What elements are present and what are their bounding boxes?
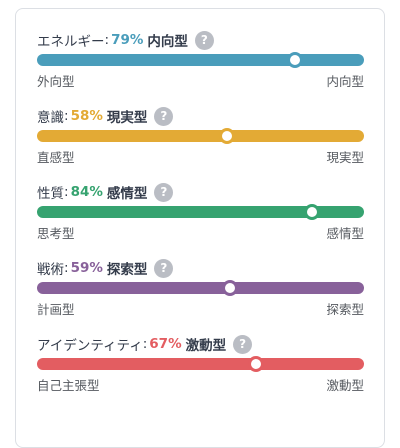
right-pole-label: 探索型 xyxy=(326,302,364,317)
right-pole-label: 内向型 xyxy=(326,74,364,89)
trait-title: エネルギー: 79% 内向型 ? xyxy=(37,29,214,51)
help-icon[interactable]: ? xyxy=(154,258,174,278)
trait-poles: 外向型 内向型 xyxy=(37,71,364,90)
trait-bar xyxy=(37,52,364,68)
trait-marker xyxy=(248,356,265,372)
trait-bar xyxy=(37,204,364,220)
trait-bar xyxy=(37,128,364,144)
trait-title: 戦術: 59% 探索型 ? xyxy=(37,257,174,279)
trait-separator: : xyxy=(64,108,69,124)
trait-percent: 58% xyxy=(70,108,103,124)
trait-type: 激動型 xyxy=(185,338,227,354)
trait-type: 感情型 xyxy=(106,186,148,202)
trait-poles: 計画型 探索型 xyxy=(37,299,364,318)
right-pole-label: 激動型 xyxy=(326,378,364,393)
help-icon[interactable]: ? xyxy=(194,30,214,50)
left-pole-label: 直感型 xyxy=(37,150,75,165)
help-icon[interactable]: ? xyxy=(233,334,253,354)
trait-name: 意識 xyxy=(37,110,64,126)
trait-bar xyxy=(37,280,364,296)
trait-separator: : xyxy=(142,336,148,352)
trait-title: アイデンティティ: 67% 激動型 ? xyxy=(37,333,253,355)
trait-percent: 79% xyxy=(111,32,144,48)
help-icon[interactable]: ? xyxy=(154,182,174,202)
trait-percent: 67% xyxy=(149,336,182,352)
trait-name: エネルギー xyxy=(37,34,105,50)
trait-title: 意識: 58% 現実型 ? xyxy=(37,105,174,127)
trait-marker xyxy=(287,52,304,68)
trait-percent: 84% xyxy=(70,184,103,200)
personality-traits-card: エネルギー: 79% 内向型 ? 外向型 内向型 意識: 58% 現実型 ? 直… xyxy=(15,8,385,448)
left-pole-label: 計画型 xyxy=(37,302,75,317)
trait-separator: : xyxy=(104,32,110,48)
left-pole-label: 自己主張型 xyxy=(37,378,100,393)
trait-marker xyxy=(221,280,238,296)
help-icon[interactable]: ? xyxy=(154,106,174,126)
trait-name: アイデンティティ xyxy=(37,338,143,354)
trait-poles: 思考型 感情型 xyxy=(37,223,364,242)
left-pole-label: 思考型 xyxy=(37,226,75,241)
trait-separator: : xyxy=(64,260,69,276)
right-pole-label: 現実型 xyxy=(326,150,364,165)
trait-marker xyxy=(303,204,320,220)
left-pole-label: 外向型 xyxy=(37,74,75,89)
trait-separator: : xyxy=(64,184,69,200)
trait-bar xyxy=(37,356,364,372)
trait-poles: 自己主張型 激動型 xyxy=(37,375,364,394)
trait-marker xyxy=(218,128,235,144)
right-pole-label: 感情型 xyxy=(326,226,364,241)
trait-name: 性質 xyxy=(37,186,64,202)
trait-type: 現実型 xyxy=(106,110,148,126)
trait-name: 戦術 xyxy=(37,262,64,278)
trait-type: 探索型 xyxy=(106,262,148,278)
trait-percent: 59% xyxy=(70,260,103,276)
trait-title: 性質: 84% 感情型 ? xyxy=(37,181,174,203)
trait-poles: 直感型 現実型 xyxy=(37,147,364,166)
trait-type: 内向型 xyxy=(147,34,188,50)
